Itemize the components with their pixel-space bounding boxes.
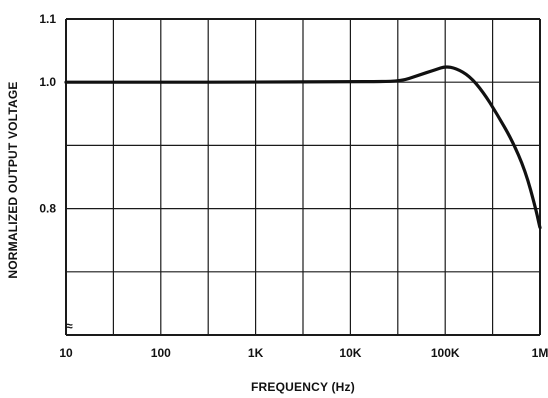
x-tick-label: 1M <box>532 346 548 360</box>
x-tick-label: 10 <box>59 346 73 360</box>
y-tick-label: 1.0 <box>39 75 56 89</box>
series-line <box>64 65 542 230</box>
x-tick-labels: 10 100 1K 10K 100K 1M <box>59 346 548 360</box>
x-tick-label: 100K <box>431 346 460 360</box>
y-tick-label: 1.1 <box>39 12 56 26</box>
y-tick-label: 0.8 <box>39 202 56 216</box>
y-tick-labels: 1.1 1.0 0.8 <box>39 12 56 216</box>
x-axis-label: FREQUENCY (Hz) <box>251 380 355 394</box>
y-axis-label: NORMALIZED OUTPUT VOLTAGE <box>6 81 20 278</box>
x-tick-label: 100 <box>151 346 171 360</box>
x-tick-label: 10K <box>339 346 361 360</box>
series-group <box>64 65 542 230</box>
x-tick-label: 1K <box>248 346 264 360</box>
grid <box>65 18 541 336</box>
y-axis-break-symbol: ≈ <box>66 319 73 333</box>
